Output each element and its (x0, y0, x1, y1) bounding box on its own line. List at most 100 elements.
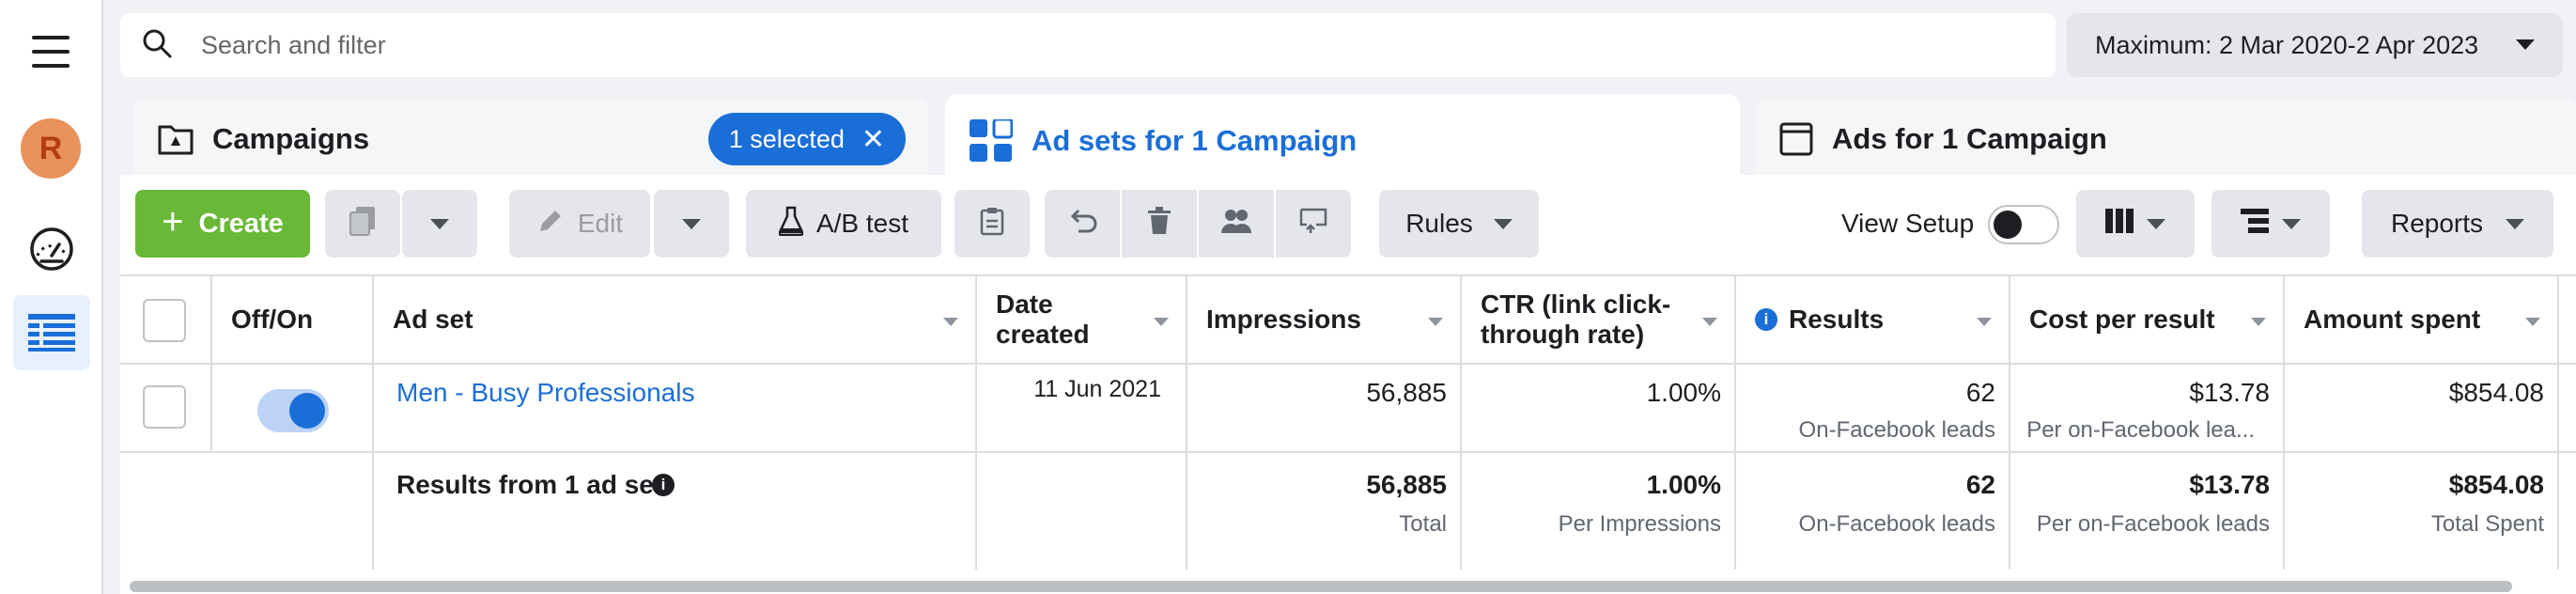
undo-button[interactable] (1045, 190, 1120, 258)
ab-test-button[interactable]: A/B test (746, 190, 941, 258)
header-date-created[interactable]: Date created (977, 276, 1187, 363)
sort-icon[interactable] (1977, 318, 1992, 326)
adsets-grid-icon (970, 119, 1013, 163)
adset-name-link[interactable]: Men - Busy Professionals (396, 378, 695, 407)
impressions-value: 56,885 (1366, 378, 1447, 407)
sort-icon[interactable] (2251, 318, 2266, 326)
people-icon (1220, 207, 1252, 242)
summary-results-subtext: On-Facebook leads (1798, 511, 1995, 537)
header-impressions[interactable]: Impressions (1187, 276, 1462, 363)
tab-ads-label: Ads for 1 Campaign (1832, 122, 2107, 155)
row-select-cell (120, 365, 212, 451)
reports-label: Reports (2390, 209, 2484, 238)
summary-results-value: 62 (1965, 470, 1995, 499)
row-impressions-cell: 56,885 (1187, 365, 1462, 451)
header-amount-label: Amount spent (2304, 305, 2481, 334)
duplicate-icon (349, 205, 377, 243)
summary-amount-cell: $854.08 Total Spent (2285, 453, 2559, 570)
header-select-cell (120, 276, 212, 363)
dashboard-gauge-icon[interactable] (28, 226, 75, 273)
clear-selection-icon[interactable]: ✕ (861, 123, 885, 155)
header-date-created-label: Date created (996, 289, 1090, 349)
date-range-picker[interactable]: Maximum: 2 Mar 2020-2 Apr 2023 (2067, 13, 2563, 77)
create-button[interactable]: + Create (135, 190, 310, 258)
sort-icon[interactable] (2525, 318, 2540, 326)
tab-campaigns[interactable]: Campaigns 1 selected ✕ (133, 98, 928, 180)
left-rail: R (0, 0, 103, 594)
breakdown-button[interactable] (2211, 190, 2330, 258)
breakdown-icon (2241, 208, 2269, 240)
sort-icon[interactable] (1428, 318, 1443, 326)
sort-icon[interactable] (943, 318, 958, 326)
avatar[interactable]: R (21, 118, 81, 179)
date-range-label: Maximum: 2 Mar 2020-2 Apr 2023 (2095, 30, 2479, 59)
header-cost-per-result[interactable]: Cost per result (2010, 276, 2285, 363)
summary-cost-value: $13.78 (2189, 470, 2270, 499)
header-results[interactable]: i Results (1736, 276, 2010, 363)
columns-button[interactable] (2076, 190, 2195, 258)
columns-icon (2105, 208, 2134, 240)
select-all-checkbox[interactable] (143, 299, 186, 342)
clipboard-icon (980, 206, 1004, 242)
clipboard-button[interactable] (954, 190, 1030, 258)
header-adset[interactable]: Ad set (374, 276, 977, 363)
row-offon-cell (212, 365, 374, 451)
cost-subtext: Per on-Facebook lea... (2026, 417, 2255, 443)
info-icon[interactable]: i (652, 474, 675, 496)
row-checkbox[interactable] (143, 385, 186, 429)
row-adset-cell: Men - Busy Professionals (374, 365, 977, 451)
ctr-value: 1.00% (1646, 378, 1721, 407)
row-cost-cell: $13.78 Per on-Facebook lea... (2010, 365, 2285, 451)
summary-ctr-subtext: Per Impressions (1558, 511, 1721, 537)
create-label: Create (198, 208, 284, 239)
edit-label: Edit (577, 209, 624, 238)
edit-button[interactable]: Edit (509, 190, 650, 258)
adset-on-toggle[interactable] (257, 389, 329, 432)
chevron-down-icon (1493, 218, 1513, 229)
preview-button[interactable] (1276, 190, 1351, 258)
header-ctr-label: CTR (link click-through rate) (1481, 289, 1671, 349)
row-ctr-cell: 1.00% (1462, 365, 1736, 451)
summary-cost-subtext: Per on-Facebook leads (2036, 511, 2270, 537)
table-header-row: Off/On Ad set Date created Impressions C… (120, 274, 2576, 365)
header-ctr[interactable]: CTR (link click-through rate) (1462, 276, 1736, 363)
selected-count-label: 1 selected (728, 124, 845, 153)
header-offon-label: Off/On (231, 305, 314, 334)
summary-impressions-value: 56,885 (1366, 470, 1447, 499)
undo-icon (1067, 207, 1097, 242)
cost-per-result-value: $13.78 (2189, 378, 2270, 407)
header-adset-label: Ad set (393, 305, 473, 334)
duplicate-button[interactable] (325, 190, 400, 258)
chevron-down-icon (2516, 39, 2535, 50)
header-amount-spent[interactable]: Amount spent (2285, 276, 2559, 363)
ads-manager-table-icon[interactable] (13, 295, 90, 370)
table-row[interactable]: Men - Busy Professionals 11 Jun 2021 56,… (120, 365, 2576, 453)
menu-icon[interactable] (32, 36, 70, 68)
summary-label-cell: Results from 1 ad set i (374, 453, 977, 570)
tab-adsets[interactable]: Ad sets for 1 Campaign (945, 94, 1740, 188)
info-icon[interactable]: i (1755, 308, 1777, 331)
adsets-panel: + Create Edit A/B test (120, 175, 2576, 594)
sort-icon[interactable] (1154, 318, 1169, 326)
duplicate-dropdown-button[interactable] (402, 190, 477, 258)
toggle-knob (1994, 211, 2022, 239)
horizontal-scrollbar[interactable] (130, 581, 2512, 592)
trash-icon (1146, 206, 1172, 242)
audience-button[interactable] (1199, 190, 1274, 258)
view-setup-toggle[interactable] (1988, 205, 2059, 244)
sort-icon[interactable] (1702, 318, 1717, 326)
summary-ctr-cell: 1.00% Per Impressions (1462, 453, 1736, 570)
chevron-down-icon (682, 218, 701, 229)
rules-label: Rules (1405, 209, 1473, 238)
tab-ads[interactable]: Ads for 1 Campaign (1755, 98, 2576, 180)
delete-button[interactable] (1122, 190, 1197, 258)
selected-count-pill[interactable]: 1 selected ✕ (707, 113, 906, 165)
header-results-label: Results (1789, 305, 1885, 334)
search-filter-bar[interactable]: Search and filter (120, 13, 2056, 77)
reports-button[interactable]: Reports (2362, 190, 2553, 258)
results-value: 62 (1965, 378, 1995, 407)
summary-divider (212, 453, 374, 570)
edit-dropdown-button[interactable] (654, 190, 729, 258)
rules-button[interactable]: Rules (1379, 190, 1539, 258)
summary-cost-cell: $13.78 Per on-Facebook leads (2010, 453, 2285, 570)
